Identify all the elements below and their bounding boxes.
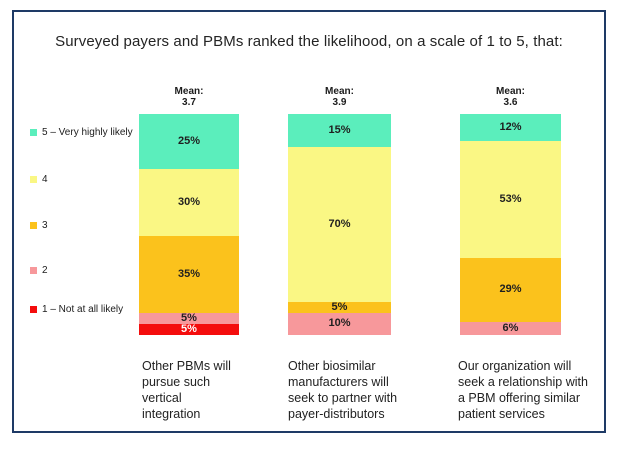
bar-segment-level-4: 70% (288, 147, 391, 302)
legend-swatch-5-icon (30, 129, 37, 136)
mean-value: 3.9 (332, 97, 347, 108)
category-label-3: Our organization will seek a relationshi… (458, 359, 588, 421)
segment-percent-label: 6% (502, 321, 519, 334)
bar-column-1: Mean: 3.7 25% 30% 35% 5% 5% (139, 84, 239, 335)
segment-percent-label: 53% (499, 192, 522, 205)
bar-segment-level-4: 53% (460, 140, 561, 258)
legend-label-3: 3 (42, 220, 48, 231)
bar-segment-level-2: 5% (139, 311, 239, 324)
legend-item-3: 3 (30, 220, 48, 231)
bar-segment-level-1: 5% (139, 322, 239, 335)
legend-label-5: 5 – Very highly likely (42, 127, 133, 138)
segment-percent-label: 12% (499, 120, 522, 133)
legend-swatch-4-icon (30, 176, 37, 183)
legend-swatch-2-icon (30, 267, 37, 274)
legend-item-4: 4 (30, 174, 48, 185)
bar-column-3: Mean: 3.6 12% 53% 29% 6% (460, 84, 561, 335)
bar-segment-level-2: 6% (460, 321, 561, 335)
legend-swatch-1-icon (30, 306, 37, 313)
segment-percent-label: 10% (328, 317, 351, 330)
segment-percent-label: 25% (177, 135, 201, 148)
segment-percent-label: 5% (181, 322, 197, 335)
bar-segment-level-5: 12% (460, 114, 561, 141)
mean-value: 3.6 (503, 97, 518, 108)
mean-caption: Mean: (496, 86, 525, 97)
legend-label-1: 1 – Not at all likely (42, 304, 124, 315)
bar-segment-level-4: 30% (139, 169, 239, 236)
legend-item-2: 2 (30, 265, 48, 276)
category-label-2: Other biosimilar manufacturers will seek… (288, 359, 398, 421)
segment-percent-label: 30% (177, 195, 201, 208)
bar-segment-level-5: 25% (139, 114, 239, 170)
chart-frame: Surveyed payers and PBMs ranked the like… (12, 10, 606, 433)
category-label-1: Other PBMs will pursue such vertical int… (142, 359, 231, 421)
segment-percent-label: 5% (181, 311, 197, 324)
bar-column-2: Mean: 3.9 15% 70% 5% 10% (288, 84, 391, 335)
mean-block-1: Mean: 3.7 (139, 84, 239, 114)
mean-block-2: Mean: 3.9 (288, 84, 391, 114)
mean-value: 3.7 (182, 97, 196, 108)
mean-block-3: Mean: 3.6 (460, 84, 561, 114)
stacked-bar-3: 12% 53% 29% 6% (460, 114, 561, 335)
segment-percent-label: 15% (328, 124, 351, 137)
legend-item-5: 5 – Very highly likely (30, 127, 133, 138)
bar-segment-level-3: 5% (288, 300, 391, 313)
mean-caption: Mean: (174, 86, 204, 97)
segment-percent-label: 29% (499, 283, 522, 296)
mean-caption: Mean: (325, 86, 354, 97)
stacked-bar-2: 15% 70% 5% 10% (288, 114, 391, 335)
legend-label-4: 4 (42, 174, 48, 185)
segment-percent-label: 5% (331, 300, 348, 313)
legend-label-2: 2 (42, 265, 48, 276)
bar-segment-level-3: 35% (139, 235, 239, 313)
bar-segment-level-3: 29% (460, 257, 561, 322)
bar-segment-level-5: 15% (288, 114, 391, 148)
segment-percent-label: 35% (177, 267, 201, 280)
stacked-bar-1: 25% 30% 35% 5% 5% (139, 114, 239, 335)
legend-item-1: 1 – Not at all likely (30, 304, 123, 315)
legend-swatch-3-icon (30, 222, 37, 229)
segment-percent-label: 70% (328, 217, 351, 230)
chart-title: Surveyed payers and PBMs ranked the like… (55, 33, 563, 50)
bar-segment-level-2: 10% (288, 312, 391, 335)
